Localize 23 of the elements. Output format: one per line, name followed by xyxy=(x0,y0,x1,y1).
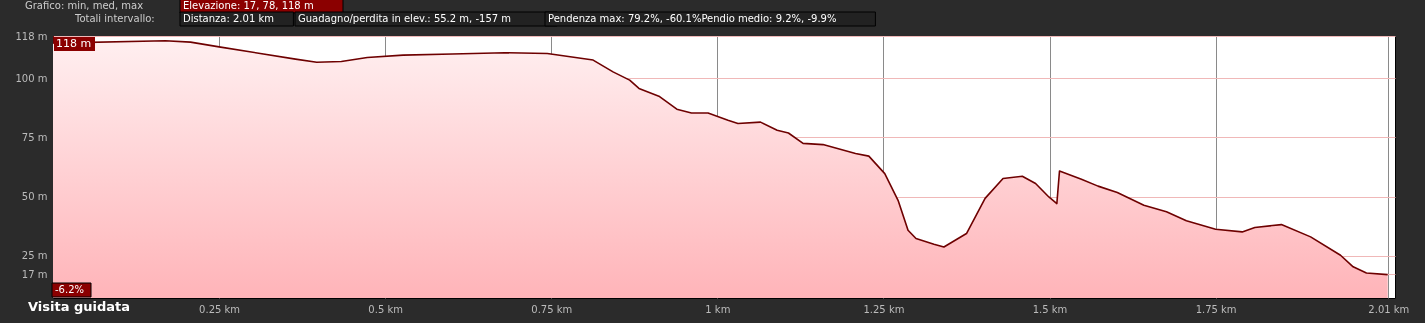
x-tick-label: 1.25 km xyxy=(863,303,905,315)
x-tick-label: 0.75 km xyxy=(531,303,573,315)
x-tick-label: 1.5 km xyxy=(1032,303,1068,315)
text: Visita guidata xyxy=(28,299,131,314)
y-tick-label: 75 m xyxy=(21,132,48,143)
text: Guadagno/perdita in elev.: 55.2 m, -157 m xyxy=(298,13,512,24)
y-tick-label: 50 m xyxy=(21,191,48,202)
text: Pendenza max: 79.2%, -60.1%Pendio medio: 9.2%, -9.9% xyxy=(548,13,837,24)
text: Elevazione: 17, 78, 118 m xyxy=(183,0,314,11)
y-tick-label: 17 m xyxy=(21,268,48,280)
annotation: 118 m xyxy=(56,37,92,50)
annotation: -6.2% xyxy=(55,284,85,295)
x-tick-label: 2.01 km xyxy=(1368,303,1410,315)
y-tick-label: 100 m xyxy=(15,72,48,84)
x-tick-label: 0.5 km xyxy=(368,303,403,315)
text: Distanza: 2.01 km xyxy=(183,13,274,24)
x-tick-label: 0.25 km xyxy=(199,303,241,315)
x-tick-label: 1 km xyxy=(705,303,731,315)
text: Totali intervallo: xyxy=(74,13,155,24)
y-tick-label: 25 m xyxy=(21,250,48,262)
text: Grafico: min, med, max xyxy=(25,0,144,11)
y-tick-label: 118 m xyxy=(15,30,48,42)
x-tick-label: 1.75 km xyxy=(1195,303,1237,315)
